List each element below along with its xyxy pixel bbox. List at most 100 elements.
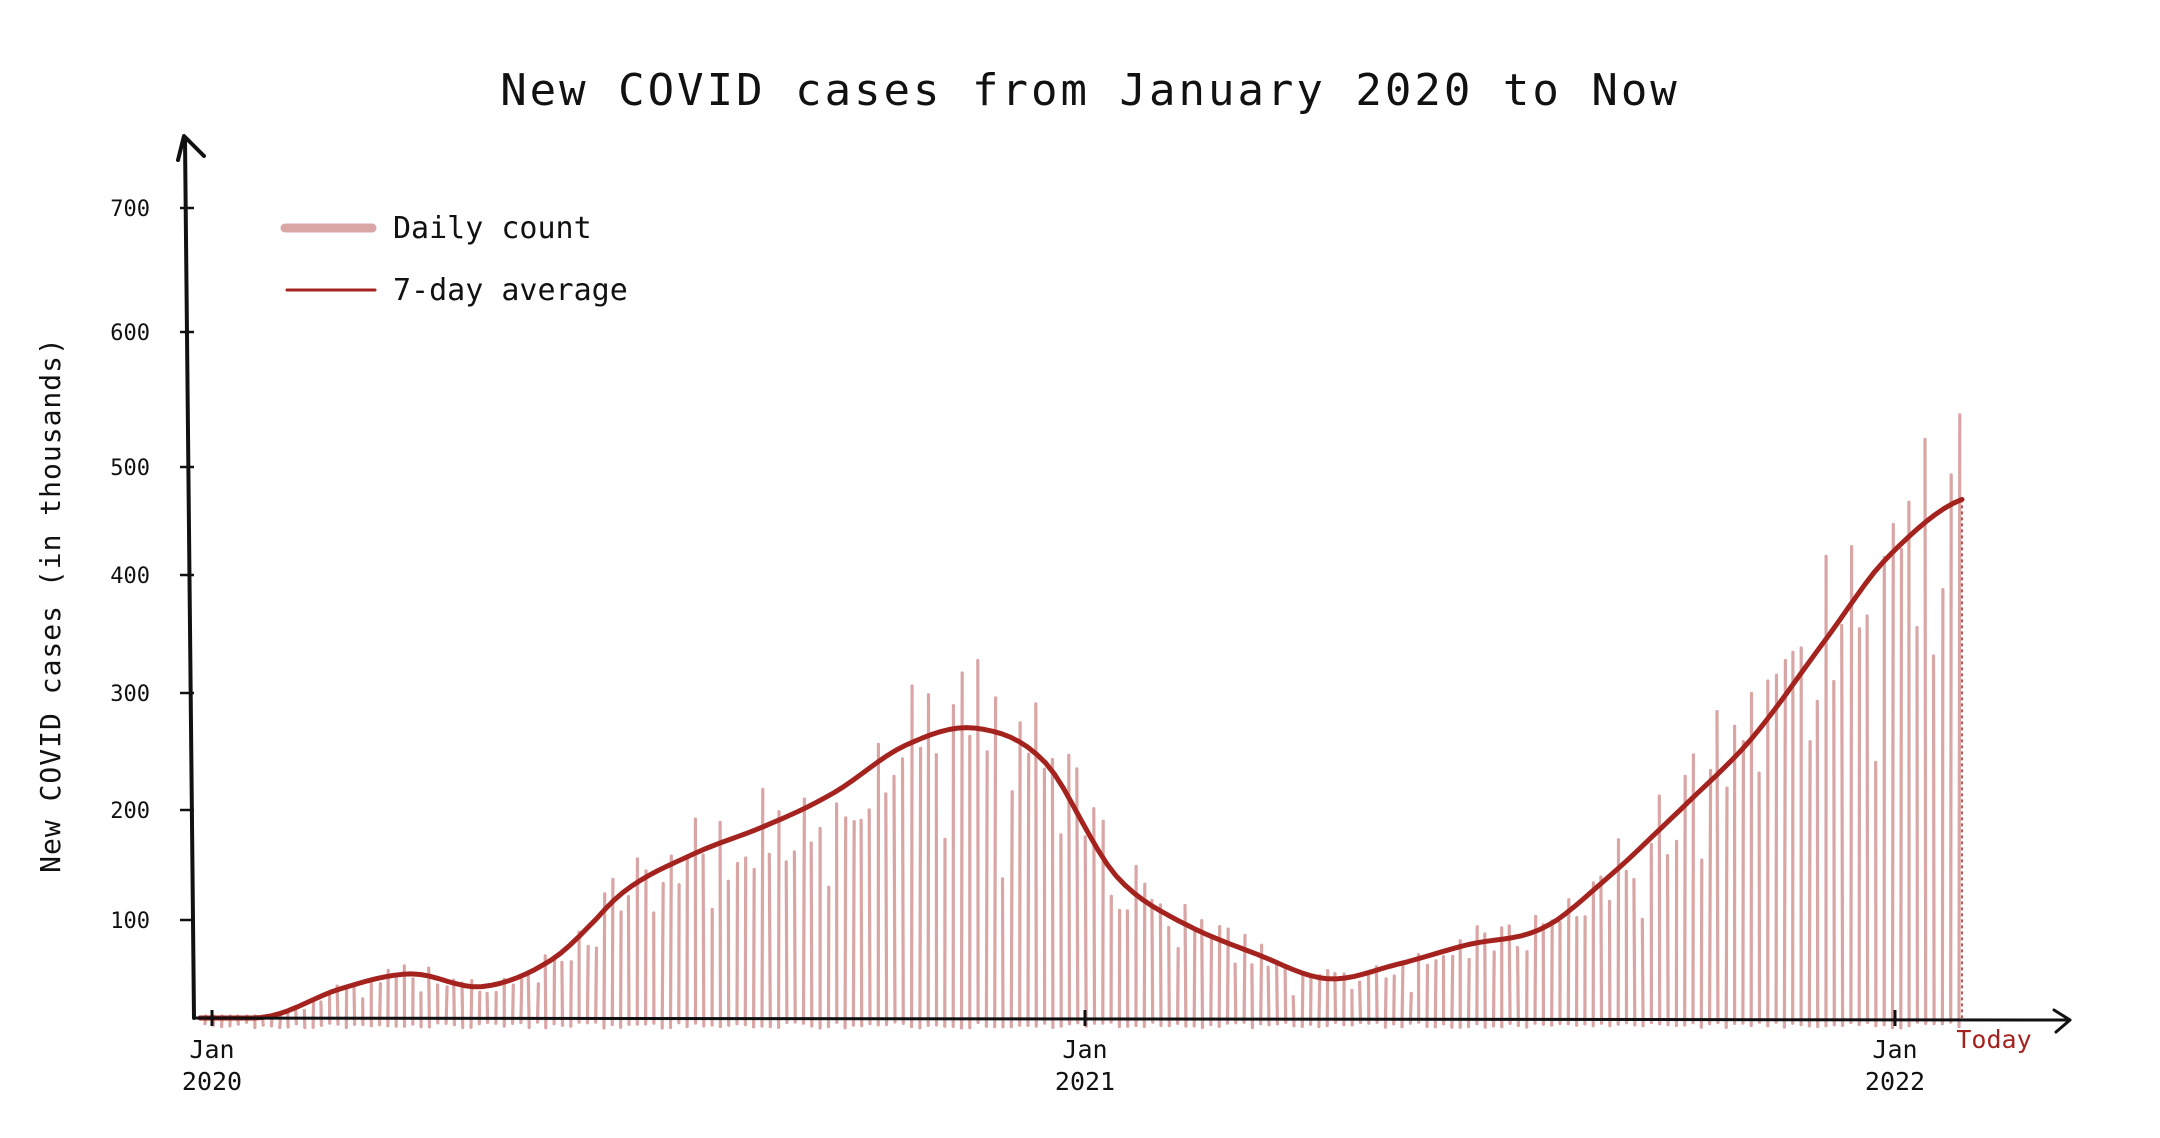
daily-count-bar <box>1233 962 1238 1025</box>
daily-count-bar <box>1533 914 1538 1025</box>
daily-count-bar <box>1400 963 1405 1029</box>
y-tick-label: 300 <box>110 682 150 707</box>
y-axis <box>183 138 196 1020</box>
daily-count-bar <box>1665 853 1670 1027</box>
daily-count-bar <box>767 852 772 1029</box>
daily-count-bar <box>585 944 590 1025</box>
daily-count-bar <box>1192 930 1197 1028</box>
x-axis <box>192 1016 2072 1022</box>
daily-count-bar <box>668 854 673 1030</box>
daily-count-bar <box>859 818 864 1028</box>
daily-count-bar <box>1450 954 1455 1029</box>
daily-count-bar <box>626 894 631 1027</box>
daily-count-bar <box>1899 547 1904 1030</box>
daily-count-bar <box>851 819 856 1027</box>
daily-count-bar <box>1009 790 1014 1029</box>
daily-count-bar <box>1034 702 1038 1028</box>
x-ticks: Jan 2020 Jan 2021 Jan 2022 Today <box>182 1010 2032 1096</box>
axes <box>176 134 2072 1034</box>
daily-count-bar <box>1433 959 1438 1029</box>
seven-day-average-line <box>197 496 1965 1021</box>
daily-count-bar <box>809 841 814 1028</box>
x-axis-arrowhead <box>2052 1008 2072 1034</box>
daily-count-bar <box>1300 972 1305 1029</box>
daily-count-bar <box>1699 858 1704 1029</box>
y-tick-label: 500 <box>110 456 150 481</box>
daily-count-bar <box>735 861 740 1026</box>
daily-count-bar <box>618 910 623 1029</box>
daily-count-bar <box>519 978 524 1025</box>
daily-count-bar <box>1515 945 1521 1028</box>
daily-count-bar <box>751 867 756 1029</box>
daily-count-bar <box>1283 965 1288 1024</box>
daily-count-bar <box>884 792 889 1027</box>
daily-count-bar <box>1724 786 1729 1030</box>
daily-count-bar <box>1158 903 1163 1028</box>
legend-label-seven-day-average: 7-day average <box>393 273 628 308</box>
daily-count-bar <box>1707 768 1713 1026</box>
y-tick-label: 100 <box>110 909 150 934</box>
today-label: Today <box>1956 1025 2031 1054</box>
y-tick-label: 400 <box>110 564 150 589</box>
daily-count-bar <box>1250 963 1255 1030</box>
daily-count-bar <box>594 946 599 1024</box>
daily-count-bar <box>1167 925 1171 1028</box>
daily-count-bar <box>1150 898 1155 1024</box>
daily-count-bar <box>1566 897 1571 1026</box>
daily-count-bar <box>1142 882 1147 1029</box>
daily-count-bar <box>867 808 872 1026</box>
daily-count-bar <box>1357 980 1363 1025</box>
x-tick-label-month: Jan <box>189 1035 234 1064</box>
daily-count-bar <box>1392 974 1396 1026</box>
daily-count-bar <box>1865 614 1870 1025</box>
daily-count-bar <box>792 850 797 1024</box>
daily-count-bar <box>1291 994 1296 1028</box>
daily-count-bar <box>959 671 964 1030</box>
daily-count-bar <box>1832 679 1836 1027</box>
y-ticks: 700 600 500 400 300 200 100 <box>110 197 194 934</box>
daily-count-bar <box>1507 924 1512 1026</box>
daily-count-bar <box>460 981 465 1030</box>
daily-count-bar <box>569 960 573 1028</box>
daily-count-bar <box>1491 950 1496 1028</box>
daily-count-bar <box>843 816 848 1030</box>
daily-count-bar <box>801 797 807 1025</box>
daily-count-bar <box>1782 658 1788 1029</box>
daily-count-bar <box>1550 919 1554 1027</box>
daily-count-bar <box>1923 437 1928 1026</box>
daily-count-bar <box>1217 924 1222 1029</box>
daily-count-bar <box>1175 946 1180 1026</box>
daily-count-bar <box>918 746 923 1030</box>
daily-count-bar <box>660 881 665 1030</box>
x-tick-label-month: Jan <box>1872 1035 1917 1064</box>
daily-count-bar <box>1266 965 1271 1027</box>
x-tick-label-year: 2020 <box>182 1067 242 1096</box>
daily-count-bar <box>1741 739 1746 1025</box>
y-axis-label: New COVID cases (in thousands) <box>34 337 67 873</box>
daily-count-bar <box>909 684 914 1029</box>
daily-count-bar <box>1026 752 1031 1028</box>
daily-count-bar <box>1849 544 1854 1025</box>
daily-count-bar <box>1931 654 1936 1026</box>
daily-count-bar <box>560 960 565 1028</box>
daily-count-bar <box>1083 835 1088 1028</box>
daily-count-bar <box>784 860 789 1025</box>
daily-count-bar <box>701 853 706 1028</box>
chart-title: New COVID cases from January 2020 to Now <box>500 65 1680 116</box>
daily-count-bars <box>203 413 1962 1030</box>
y-tick-label: 700 <box>110 197 150 222</box>
y-axis-arrowhead <box>176 134 206 162</box>
daily-count-bar <box>1209 934 1214 1027</box>
daily-count-bar <box>993 696 998 1029</box>
daily-count-bar <box>892 774 897 1024</box>
daily-count-bar <box>1632 877 1637 1027</box>
daily-count-bar <box>1466 957 1471 1029</box>
daily-count-bar <box>1374 965 1379 1024</box>
daily-count-bar <box>1274 959 1280 1026</box>
daily-count-bar <box>1957 413 1962 1029</box>
legend: Daily count 7-day average <box>280 211 628 308</box>
daily-count-bar <box>1949 473 1953 1024</box>
daily-count-bar <box>1000 877 1005 1029</box>
x-tick-label-year: 2022 <box>1865 1067 1925 1096</box>
